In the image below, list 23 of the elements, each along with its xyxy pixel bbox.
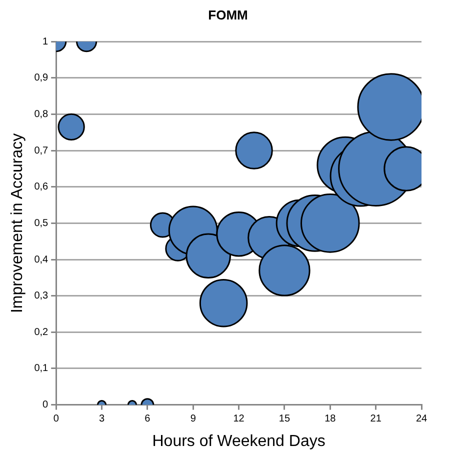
y-tick-label: 0,3 bbox=[34, 290, 49, 302]
y-tick-label: 0 bbox=[42, 400, 49, 411]
x-tick-label: 21 bbox=[370, 414, 382, 425]
x-tick-label: 9 bbox=[190, 414, 196, 425]
x-tick-label: 15 bbox=[278, 414, 290, 425]
y-tick-label: 0,6 bbox=[34, 182, 49, 193]
x-tick-label: 3 bbox=[98, 414, 105, 425]
chart-title: FOMM bbox=[208, 7, 248, 22]
x-tick-label: 0 bbox=[53, 414, 60, 425]
x-tick-label: 12 bbox=[233, 414, 245, 425]
y-tick-label: 0,4 bbox=[34, 254, 49, 266]
y-tick-label: 0,2 bbox=[34, 326, 49, 338]
x-tick-label: 6 bbox=[144, 414, 151, 425]
x-tick-label: 18 bbox=[324, 414, 336, 425]
y-axis-title: Improvement in Accuracy bbox=[9, 133, 26, 314]
y-tick-label: 1 bbox=[42, 36, 49, 48]
x-axis-title: Hours of Weekend Days bbox=[152, 432, 326, 450]
y-tick-label: 0,1 bbox=[34, 363, 49, 374]
y-tick-label: 0,5 bbox=[34, 218, 49, 229]
x-tick-label: 24 bbox=[416, 414, 428, 425]
y-tick-label: 0,9 bbox=[34, 72, 49, 84]
y-tick-label: 0,7 bbox=[34, 145, 49, 156]
y-tick-label: 0,8 bbox=[34, 108, 49, 120]
